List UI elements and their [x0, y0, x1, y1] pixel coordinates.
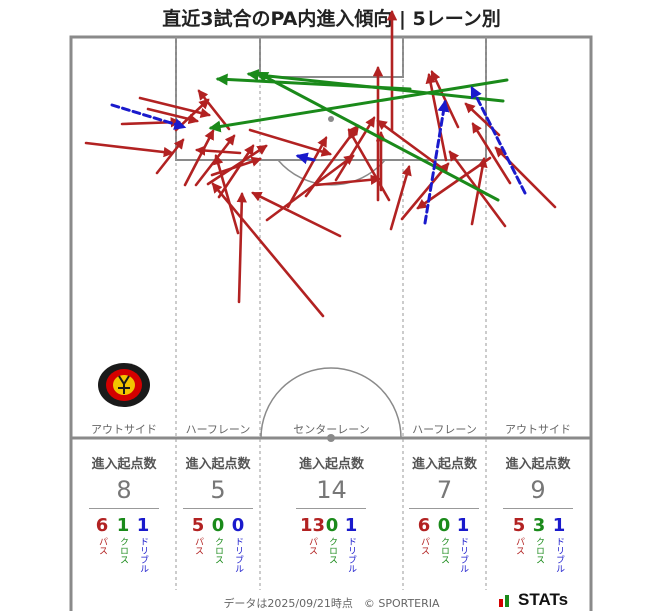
lane-stat-divider	[296, 508, 366, 509]
lane-dribble-count: 1 ドリブル	[344, 515, 358, 573]
lane-total: 5	[210, 476, 226, 504]
lane-stat-heading: 進入起点数	[91, 457, 157, 472]
lane-pass-count: 5 パス	[191, 515, 205, 555]
lane-cross-count: 0 クロス	[211, 515, 225, 564]
lane-pass-count: 5 パス	[512, 515, 526, 555]
lane-label-halfspace-left: ハーフレーン	[185, 423, 251, 436]
brand-wordmark: STATs	[518, 590, 569, 609]
pass-arrow	[206, 144, 268, 186]
pass-arrow	[334, 116, 376, 182]
lane-dribble-count: 1 ドリブル	[456, 515, 470, 573]
stats-logo-icon	[499, 595, 509, 607]
lane-pass-count: 6 パス	[417, 515, 431, 555]
goal-area	[259, 36, 404, 78]
pass-arrow	[265, 154, 355, 222]
chart-title: 直近3試合のPA内進入傾向 | 5レーン別	[162, 8, 501, 30]
lane-stat-heading: 進入起点数	[411, 457, 477, 472]
lane-total: 9	[530, 476, 546, 504]
lane-stat-divider	[89, 508, 159, 509]
dribble-arrow	[295, 152, 316, 165]
lane-stat-heading: 進入起点数	[505, 457, 571, 472]
pass-arrow	[251, 191, 342, 238]
pass-arrow	[389, 165, 412, 231]
dribble-arrow	[470, 85, 527, 195]
lane-pass-count: 13 パス	[300, 515, 326, 555]
pass-arrow	[197, 89, 231, 131]
kashima-antlers-logo	[98, 363, 150, 407]
pass-arrow	[84, 141, 175, 158]
center-spot	[327, 434, 335, 442]
penalty-spot	[328, 116, 334, 122]
dribble-arrow	[110, 103, 187, 130]
center-circle	[260, 367, 402, 439]
lane-dribble-count: 0 ドリブル	[231, 515, 245, 573]
pass-arrow	[314, 174, 382, 187]
cross-arrow	[208, 78, 509, 133]
lane-dribble-count: 1 ドリブル	[552, 515, 566, 573]
lane-label-outside-right: アウトサイド	[505, 423, 571, 436]
lane-label-outside-left: アウトサイド	[91, 423, 157, 436]
lane-cross-count: 3 クロス	[532, 515, 546, 564]
lane-total: 7	[436, 476, 453, 504]
pass-arrow	[211, 182, 325, 318]
lane-total: 8	[116, 476, 132, 504]
lane-cross-count: 1 クロス	[116, 515, 130, 564]
pass-arrow	[248, 128, 332, 157]
lane-dribble-count: 1 ドリブル	[136, 515, 150, 573]
pass-arrow	[425, 72, 448, 162]
lane-cross-count: 0 クロス	[325, 515, 339, 564]
pass-arrow	[183, 129, 215, 187]
pass-arrow	[155, 138, 185, 175]
lane-stat-divider	[503, 508, 573, 509]
pass-arrow	[236, 191, 247, 304]
lane-label-center: センターレーン	[293, 423, 370, 436]
pass-arrow	[471, 122, 512, 185]
dribble-arrow	[423, 99, 450, 225]
lane-cross-count: 0 クロス	[437, 515, 451, 564]
pass-arrow	[286, 136, 328, 209]
pass-arrow	[138, 96, 212, 119]
cross-arrow	[255, 71, 500, 202]
lane-stat-divider	[409, 508, 479, 509]
pass-arrow	[213, 154, 240, 235]
lane-stat-divider	[183, 508, 253, 509]
lane-pass-count: 6 パス	[95, 515, 109, 555]
pass-arrow	[347, 128, 391, 202]
lane-total: 14	[316, 476, 347, 504]
pass-arrow	[194, 145, 242, 156]
pass-arrow	[400, 162, 450, 221]
entry-arrows	[84, 9, 557, 318]
data-source-footer: データは2025/09/21時点 © SPORTERIA	[223, 597, 440, 610]
lane-stat-heading: 進入起点数	[185, 457, 251, 472]
lane-stat-heading: 進入起点数	[298, 457, 364, 472]
pass-arrow	[430, 70, 460, 129]
lane-label-halfspace-right: ハーフレーン	[412, 423, 477, 436]
pass-arrow	[494, 146, 557, 209]
cross-arrow	[215, 73, 412, 91]
